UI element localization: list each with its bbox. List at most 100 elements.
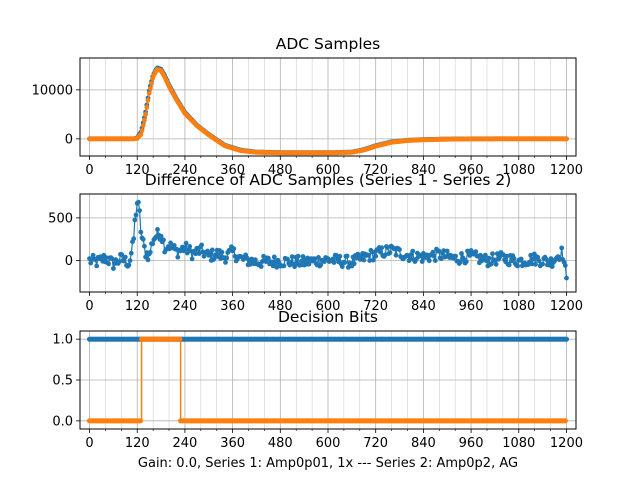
data-point bbox=[140, 236, 146, 242]
x-tick-label: 960 bbox=[459, 299, 484, 314]
data-point bbox=[563, 336, 570, 342]
data-point bbox=[444, 248, 450, 254]
axes-frame bbox=[79, 193, 577, 293]
data-point bbox=[122, 254, 128, 260]
y-tick-label: 0 bbox=[65, 132, 73, 147]
data-point bbox=[351, 261, 357, 267]
data-point bbox=[515, 263, 520, 269]
data-point bbox=[128, 250, 134, 256]
data-point bbox=[492, 257, 498, 263]
x-tick-label: 360 bbox=[220, 436, 245, 451]
data-point bbox=[111, 266, 116, 271]
subplot-title: ADC Samples bbox=[276, 35, 380, 53]
x-tick-label: 720 bbox=[363, 299, 388, 314]
data-point bbox=[109, 256, 115, 262]
data-point bbox=[281, 263, 287, 269]
y-tick-label: 1.0 bbox=[52, 333, 73, 348]
x-tick-label: 120 bbox=[125, 163, 150, 178]
data-point bbox=[161, 237, 166, 243]
data-point bbox=[431, 253, 437, 259]
data-point bbox=[486, 255, 492, 261]
data-point bbox=[493, 261, 499, 267]
x-tick-label: 0 bbox=[85, 299, 93, 314]
data-point bbox=[530, 256, 536, 262]
data-point bbox=[549, 264, 555, 269]
data-point bbox=[252, 257, 258, 263]
data-point bbox=[366, 252, 371, 258]
data-point bbox=[266, 255, 271, 261]
data-point bbox=[463, 259, 469, 265]
x-tick-label: 480 bbox=[268, 163, 293, 178]
axes-frame bbox=[79, 57, 577, 157]
data-point bbox=[536, 258, 542, 264]
y-tick-label: 500 bbox=[48, 211, 73, 226]
data-point bbox=[518, 256, 524, 262]
data-point bbox=[121, 258, 127, 264]
data-point bbox=[483, 252, 488, 258]
data-point bbox=[559, 245, 565, 251]
x-tick-label: 1200 bbox=[550, 299, 583, 314]
data-point bbox=[231, 246, 237, 252]
x-tick-label: 120 bbox=[125, 299, 150, 314]
data-point bbox=[199, 242, 205, 248]
difference-subplot: 0 120 240 360 480 600 720 840 960 1080 1200 0 500 Di… bbox=[48, 171, 583, 314]
data-point bbox=[473, 249, 479, 255]
x-tick-label: 840 bbox=[411, 299, 436, 314]
subplot-title: Decision Bits bbox=[278, 308, 378, 326]
data-point bbox=[116, 259, 122, 264]
y-tick-label: 10000 bbox=[32, 83, 73, 98]
data-point bbox=[145, 97, 151, 103]
data-point bbox=[131, 236, 137, 242]
data-point bbox=[441, 248, 447, 254]
data-point bbox=[137, 208, 143, 214]
data-point bbox=[94, 263, 100, 269]
data-point bbox=[209, 247, 215, 253]
x-tick-label: 600 bbox=[316, 299, 341, 314]
data-point bbox=[139, 128, 145, 133]
x-tick-label: 0 bbox=[85, 163, 93, 178]
data-point bbox=[410, 248, 416, 254]
data-point bbox=[182, 245, 188, 251]
x-tick-label: 1080 bbox=[502, 163, 535, 178]
subplot-title: Difference of ADC Samples (Series 1 - Se… bbox=[145, 171, 512, 189]
data-point bbox=[263, 259, 269, 264]
data-point bbox=[457, 259, 463, 265]
data-point bbox=[106, 261, 111, 267]
data-point bbox=[196, 251, 202, 256]
data-point bbox=[103, 255, 109, 260]
data-point bbox=[158, 233, 164, 239]
y-tick-label: 0.0 bbox=[52, 414, 73, 429]
adc-samples-subplot: 0 120 240 360 480 600 720 840 960 1080 1200010000 … bbox=[32, 35, 583, 178]
x-tick-label: 720 bbox=[363, 163, 388, 178]
data-point bbox=[113, 257, 119, 262]
x-tick-label: 240 bbox=[173, 299, 198, 314]
data-point bbox=[564, 136, 569, 142]
data-point bbox=[504, 253, 510, 259]
data-point bbox=[119, 252, 125, 257]
decision-bits-subplot: 0 120 240 360 480 600 720 840 960 1080 1200 0.0 0.5 1… bbox=[52, 308, 583, 451]
data-point bbox=[490, 251, 495, 257]
data-point bbox=[138, 132, 144, 137]
data-point bbox=[138, 229, 144, 235]
axes-frame bbox=[79, 330, 577, 430]
data-point bbox=[533, 261, 538, 267]
data-point bbox=[219, 249, 225, 255]
data-point bbox=[183, 240, 189, 246]
data-point bbox=[511, 256, 517, 261]
x-tick-label: 240 bbox=[173, 163, 198, 178]
data-point bbox=[322, 259, 327, 264]
x-tick-label: 720 bbox=[363, 436, 388, 451]
data-point bbox=[155, 227, 160, 232]
data-point bbox=[147, 249, 153, 255]
data-point bbox=[312, 256, 318, 262]
x-tick-label: 1200 bbox=[550, 163, 583, 178]
data-point bbox=[146, 90, 152, 96]
data-point bbox=[175, 254, 181, 260]
data-point bbox=[298, 262, 303, 268]
data-point bbox=[168, 240, 174, 246]
data-point bbox=[436, 248, 442, 254]
data-point bbox=[385, 245, 390, 250]
data-point bbox=[88, 260, 94, 266]
data-point bbox=[528, 252, 534, 258]
